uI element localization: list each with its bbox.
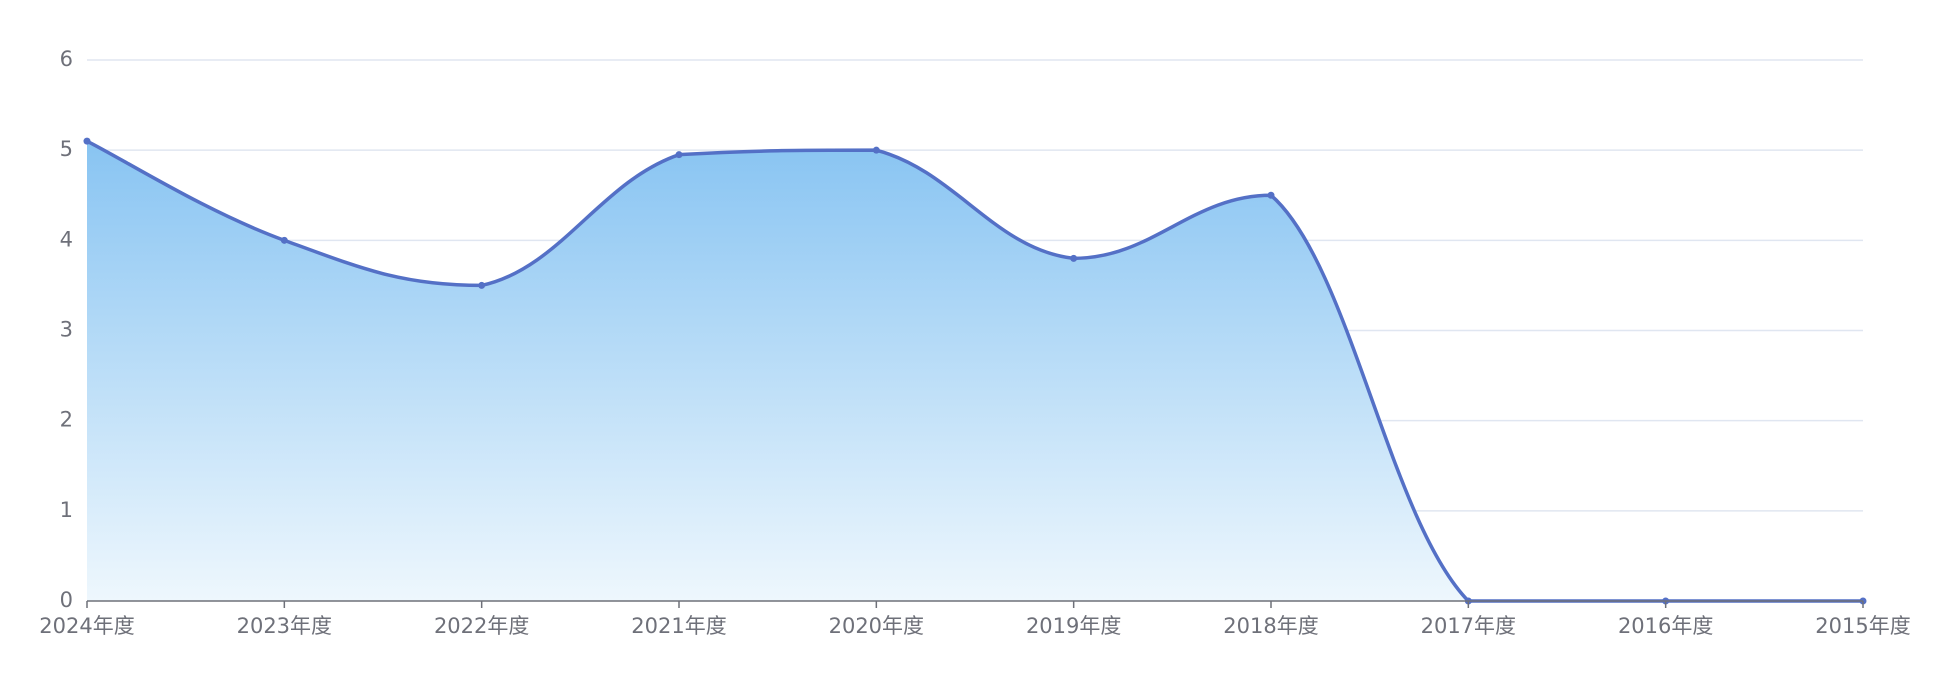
x-tick-label: 2024年度 <box>39 614 134 638</box>
area <box>87 141 1863 601</box>
point <box>280 236 288 244</box>
x-tick-label: 2019年度 <box>1026 614 1121 638</box>
point <box>478 281 486 289</box>
y-tick-label: 5 <box>60 137 73 161</box>
point <box>1070 254 1078 262</box>
x-tick-label: 2016年度 <box>1618 614 1713 638</box>
x-tick-label: 2022年度 <box>434 614 529 638</box>
x-tick-label: 2021年度 <box>631 614 726 638</box>
point <box>83 137 91 145</box>
x-tick-label: 2023年度 <box>237 614 332 638</box>
x-tick-label: 2018年度 <box>1223 614 1318 638</box>
y-tick-label: 0 <box>60 588 73 612</box>
point <box>1267 191 1275 199</box>
point <box>675 151 683 159</box>
point <box>872 146 880 154</box>
x-tick-label: 2017年度 <box>1421 614 1516 638</box>
x-tick-label: 2015年度 <box>1815 614 1910 638</box>
y-tick-label: 2 <box>60 408 73 432</box>
y-tick-label: 4 <box>60 227 73 251</box>
y-tick-label: 1 <box>60 498 73 522</box>
x-tick-label: 2020年度 <box>829 614 924 638</box>
y-tick-label: 6 <box>60 47 73 71</box>
y-tick-label: 3 <box>60 318 73 342</box>
